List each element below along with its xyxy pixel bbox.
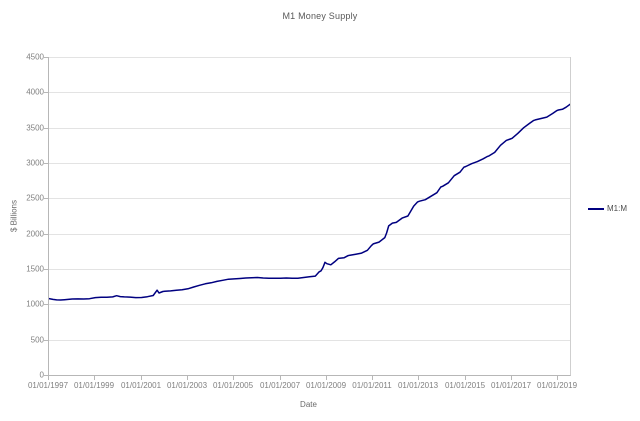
y-tick-label-3000: 3000 bbox=[26, 158, 44, 168]
x-tick-mark-1999 bbox=[94, 376, 95, 380]
x-tick-label-2009: 01/01/2009 bbox=[305, 381, 347, 390]
gridline-2000 bbox=[49, 234, 570, 235]
x-tick-label-2005: 01/01/2005 bbox=[212, 381, 254, 390]
gridline-1000 bbox=[49, 304, 570, 305]
x-tick-label-2015: 01/01/2015 bbox=[444, 381, 486, 390]
x-tick-label-2013: 01/01/2013 bbox=[397, 381, 439, 390]
x-tick-mark-2003 bbox=[187, 376, 188, 380]
x-axis-tick-labels: 01/01/1997 01/01/1999 01/01/2001 01/01/2003… bbox=[28, 381, 577, 391]
x-tick-label-1999: 01/01/1999 bbox=[73, 381, 115, 390]
legend-line-swatch bbox=[588, 207, 604, 210]
y-tick-mark-1500 bbox=[44, 269, 48, 270]
x-tick-label-2019: 01/01/2019 bbox=[536, 381, 578, 390]
x-axis-title: Date bbox=[300, 400, 317, 409]
y-tick-mark-0 bbox=[44, 375, 48, 376]
x-tick-mark-2019 bbox=[557, 376, 558, 380]
x-tick-label-2017: 01/01/2017 bbox=[490, 381, 532, 390]
y-tick-label-4500: 4500 bbox=[26, 52, 44, 62]
y-tick-mark-4500 bbox=[44, 57, 48, 58]
gridline-4000 bbox=[49, 92, 570, 93]
gridline-3000 bbox=[49, 163, 570, 164]
x-tick-mark-2015 bbox=[465, 376, 466, 380]
y-tick-label-1500: 1500 bbox=[26, 264, 44, 274]
x-tick-mark-2005 bbox=[233, 376, 234, 380]
x-axis-tick-marks bbox=[48, 375, 570, 380]
y-tick-mark-1000 bbox=[44, 304, 48, 305]
x-tick-label-1997: 01/01/1997 bbox=[27, 381, 69, 390]
y-tick-label-2500: 2500 bbox=[26, 193, 44, 203]
y-tick-mark-500 bbox=[44, 340, 48, 341]
y-tick-mark-2500 bbox=[44, 198, 48, 199]
chart-title: M1 Money Supply bbox=[282, 11, 358, 21]
gridline-2500 bbox=[49, 198, 570, 199]
x-tick-mark-2001 bbox=[141, 376, 142, 380]
x-tick-mark-2007 bbox=[280, 376, 281, 380]
legend-series-label: M1:M bbox=[607, 204, 627, 213]
gridline-500 bbox=[49, 340, 570, 341]
y-axis-tick-marks bbox=[44, 57, 48, 376]
gridline-1500 bbox=[49, 269, 570, 270]
x-tick-mark-2011 bbox=[372, 376, 373, 380]
y-tick-mark-4000 bbox=[44, 92, 48, 93]
gridline-4500 bbox=[49, 57, 570, 58]
y-tick-mark-2000 bbox=[44, 234, 48, 235]
x-tick-label-2003: 01/01/2003 bbox=[166, 381, 208, 390]
gridline-3500 bbox=[49, 128, 570, 129]
y-tick-label-1000: 1000 bbox=[26, 299, 44, 309]
y-axis-tick-labels: 0 500 1000 1500 2000 2500 3000 3500 4000 4500 bbox=[0, 53, 44, 380]
y-tick-label-0: 0 bbox=[39, 370, 44, 380]
x-tick-label-2011: 01/01/2011 bbox=[352, 381, 392, 390]
y-tick-label-3500: 3500 bbox=[26, 123, 44, 133]
plot-area bbox=[48, 57, 571, 376]
y-tick-mark-3500 bbox=[44, 128, 48, 129]
x-tick-mark-2017 bbox=[511, 376, 512, 380]
x-tick-mark-1997 bbox=[48, 376, 49, 380]
x-tick-mark-2009 bbox=[326, 376, 327, 380]
y-tick-mark-3000 bbox=[44, 163, 48, 164]
m1-series-line bbox=[49, 103, 570, 301]
x-tick-mark-2013 bbox=[418, 376, 419, 380]
m1-series-plot bbox=[49, 103, 570, 301]
legend: M1:M bbox=[588, 204, 627, 213]
y-axis-title: $ Billions bbox=[9, 199, 19, 233]
y-tick-label-2000: 2000 bbox=[26, 229, 44, 239]
x-tick-label-2007: 01/01/2007 bbox=[259, 381, 301, 390]
y-tick-label-4000: 4000 bbox=[26, 87, 44, 97]
y-tick-label-500: 500 bbox=[30, 335, 44, 345]
x-tick-label-2001: 01/01/2001 bbox=[120, 381, 162, 390]
